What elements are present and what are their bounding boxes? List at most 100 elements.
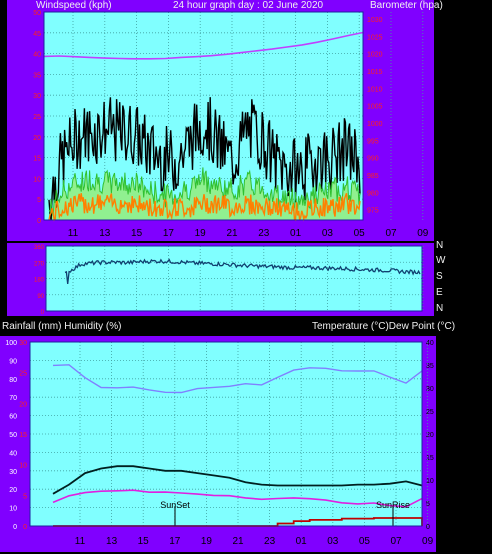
temperature-y-tick: 35 bbox=[426, 363, 434, 370]
humidity-series bbox=[52, 364, 423, 394]
wind-y-tick: 5 bbox=[37, 197, 41, 204]
temperature-y-tick: 15 bbox=[426, 455, 434, 462]
temperature-y-tick: 40 bbox=[426, 340, 434, 347]
baro-y-tick: 1015 bbox=[367, 69, 383, 76]
direction-y-tick: 360 bbox=[34, 245, 45, 251]
compass-label-n-bottom: N bbox=[436, 303, 444, 314]
humidity-y-tick: 30 bbox=[9, 469, 17, 476]
wind-average-series bbox=[48, 167, 361, 217]
x-tick-label: 07 bbox=[385, 228, 397, 239]
x-tick-label: 05 bbox=[354, 228, 366, 239]
wind-plot-border bbox=[43, 11, 364, 221]
rain-y-tick: 30 bbox=[19, 340, 27, 347]
baro-y-tick: 1025 bbox=[367, 34, 383, 41]
x-tick-label: 15 bbox=[138, 536, 150, 547]
direction-y-tick: 270 bbox=[34, 261, 45, 267]
temperature-y-tick: 0 bbox=[426, 524, 430, 531]
rain-y-tick: 10 bbox=[19, 463, 27, 470]
baro-y-tick: 985 bbox=[367, 173, 379, 180]
wind-y-tick: 25 bbox=[33, 114, 41, 121]
rain-temp-plot-border bbox=[29, 341, 423, 527]
x-tick-label: 05 bbox=[359, 536, 371, 547]
rain-y-tick: 25 bbox=[19, 371, 27, 378]
x-tick-label: 01 bbox=[296, 536, 308, 547]
x-tick-label: 01 bbox=[290, 228, 302, 239]
baro-y-tick: 1000 bbox=[367, 121, 383, 128]
x-tick-label: 23 bbox=[258, 228, 270, 239]
temperature-series bbox=[52, 465, 423, 495]
wind-y-tick: 30 bbox=[33, 93, 41, 100]
humidity-y-tick: 60 bbox=[9, 414, 17, 421]
wind-y-tick: 40 bbox=[33, 52, 41, 59]
x-tick-label: 13 bbox=[106, 536, 118, 547]
x-tick-label: 21 bbox=[232, 536, 244, 547]
x-tick-label: 21 bbox=[226, 228, 238, 239]
rain-y-tick: 0 bbox=[23, 524, 27, 531]
humidity-y-tick: 50 bbox=[9, 432, 17, 439]
x-tick-label: 23 bbox=[264, 536, 276, 547]
wind-y-tick: 50 bbox=[33, 10, 41, 17]
wind-speed-series bbox=[48, 193, 361, 222]
wind-y-tick: 45 bbox=[33, 31, 41, 38]
temperature-y-tick: 25 bbox=[426, 409, 434, 416]
baro-y-tick: 995 bbox=[367, 138, 379, 145]
wind-direction-series bbox=[64, 258, 421, 284]
rain-temp-chart: 0102030405060708090100051015202530051015… bbox=[5, 340, 434, 547]
compass-label-e: E bbox=[436, 287, 443, 298]
direction-plot-border bbox=[45, 245, 423, 312]
x-tick-label: 15 bbox=[131, 228, 143, 239]
wind-direction-chart: 360 270 180 90 0 bbox=[34, 245, 424, 316]
dewpoint-series bbox=[52, 489, 423, 508]
humidity-y-tick: 80 bbox=[9, 377, 17, 384]
wind-y-tick: 10 bbox=[33, 176, 41, 183]
baro-y-tick: 980 bbox=[367, 190, 379, 197]
x-tick-label: 19 bbox=[201, 536, 213, 547]
x-tick-label: 17 bbox=[163, 228, 175, 239]
x-tick-label: 07 bbox=[390, 536, 402, 547]
x-tick-label: 09 bbox=[417, 228, 429, 239]
direction-y-tick: 180 bbox=[34, 278, 45, 284]
temp-dewpoint-axis-title: Temperature (°C)Dew Point (°C) bbox=[312, 321, 456, 332]
x-tick-label: 09 bbox=[422, 536, 434, 547]
baro-y-tick: 1030 bbox=[367, 17, 383, 24]
baro-y-tick: 1005 bbox=[367, 104, 383, 111]
x-tick-label: 17 bbox=[169, 536, 181, 547]
temperature-y-tick: 30 bbox=[426, 386, 434, 393]
direction-y-tick: 0 bbox=[41, 310, 45, 316]
x-tick-label: 03 bbox=[327, 536, 339, 547]
x-tick-label: 19 bbox=[195, 228, 207, 239]
wind-y-tick: 35 bbox=[33, 72, 41, 79]
barometer-series bbox=[43, 31, 364, 60]
baro-y-tick: 990 bbox=[367, 156, 379, 163]
x-tick-label: 11 bbox=[75, 536, 86, 547]
compass-label-n-top: N bbox=[436, 240, 444, 251]
barometer-axis-title: Barometer (hpa) bbox=[370, 0, 443, 11]
rain-y-tick: 15 bbox=[19, 432, 27, 439]
wind-y-tick: 20 bbox=[33, 135, 41, 142]
compass-label-w: W bbox=[436, 255, 446, 266]
direction-plot-area bbox=[46, 246, 422, 311]
humidity-y-tick: 70 bbox=[9, 395, 17, 402]
wind-gust-series bbox=[48, 97, 361, 221]
rain-y-tick: 5 bbox=[23, 493, 27, 500]
rain-humidity-axis-title: Rainfall (mm) Humidity (%) bbox=[2, 321, 122, 332]
baro-y-tick: 1020 bbox=[367, 52, 383, 59]
graph-day-title: 24 hour graph day : 02 June 2020 bbox=[173, 0, 324, 11]
baro-y-tick: 1010 bbox=[367, 86, 383, 93]
x-tick-label: 11 bbox=[68, 228, 79, 239]
humidity-y-tick: 20 bbox=[9, 487, 17, 494]
humidity-y-tick: 100 bbox=[5, 340, 17, 347]
temperature-y-tick: 10 bbox=[426, 478, 434, 485]
humidity-y-tick: 90 bbox=[9, 358, 17, 365]
wind-y-tick: 15 bbox=[33, 156, 41, 163]
humidity-y-tick: 40 bbox=[9, 450, 17, 457]
rain-y-tick: 20 bbox=[19, 401, 27, 408]
direction-y-tick: 90 bbox=[37, 294, 44, 300]
baro-y-tick: 975 bbox=[367, 208, 379, 215]
x-tick-label: 13 bbox=[99, 228, 111, 239]
humidity-y-tick: 10 bbox=[9, 506, 17, 513]
sunrise-label: SunRise bbox=[376, 500, 410, 510]
wind-y-tick: 0 bbox=[37, 218, 41, 225]
sunset-label: SunSet bbox=[160, 500, 190, 510]
